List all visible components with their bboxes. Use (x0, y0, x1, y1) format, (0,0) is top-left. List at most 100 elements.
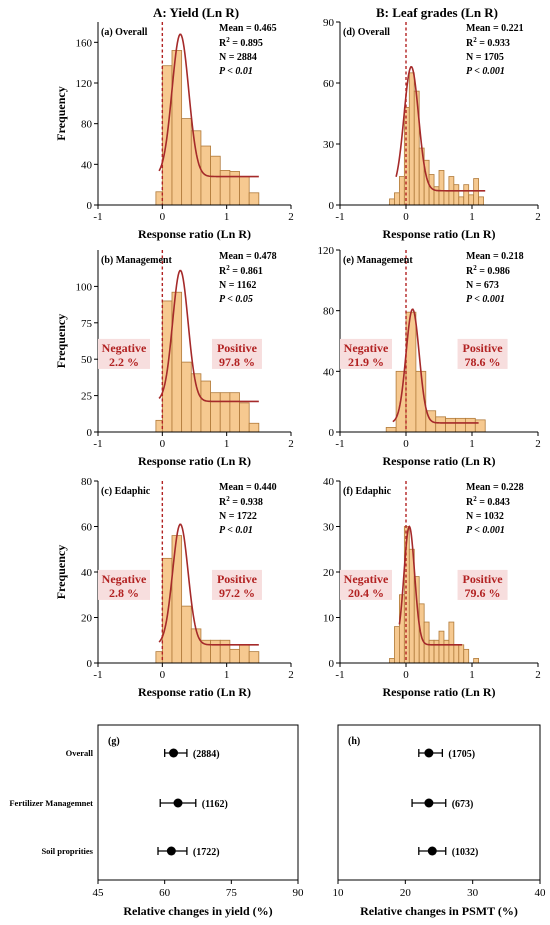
histogram-bar (161, 557, 173, 664)
forest-frame (97, 724, 299, 881)
histogram-bar (219, 639, 231, 664)
column-title-leaf-grades: B: Leaf grades (Ln R) (376, 5, 498, 20)
x-axis-title: Response ratio (Ln R) (383, 454, 496, 468)
y-tick-label: 25 (81, 391, 93, 403)
positive-label-background (211, 569, 262, 600)
y-tick-label: 40 (81, 567, 93, 579)
stat-n: N = 673 (466, 280, 499, 291)
y-tick-label: 20 (81, 613, 93, 625)
histogram-bar (239, 402, 250, 433)
histogram-bar (408, 72, 415, 206)
y-tick-label: 75 (81, 318, 93, 330)
x-axis-title: Response ratio (Ln R) (138, 227, 251, 241)
histogram-bar (229, 392, 240, 433)
negative-label-title: Negative (102, 572, 147, 586)
histogram-bar (389, 198, 395, 206)
x-tick-label: 10 (333, 887, 345, 899)
x-tick-label: 2 (535, 438, 541, 450)
histogram-bar (181, 361, 192, 433)
panel-label: (h) (348, 736, 360, 747)
panel-label: (c) Edaphic (101, 486, 151, 497)
negative-label-title: Negative (344, 341, 389, 355)
stat-n: N = 1705 (466, 52, 504, 63)
histogram-bar (445, 417, 456, 433)
y-tick-label: 80 (81, 119, 93, 131)
histogram-bar (229, 648, 240, 664)
x-tick-label: 2 (535, 669, 541, 681)
histogram-bar (181, 605, 192, 664)
histogram-bar (405, 311, 417, 433)
x-tick-label: 1 (224, 438, 230, 450)
stat-p-value: P < 0.001 (466, 66, 505, 77)
stat-n: N = 1162 (219, 280, 256, 291)
negative-label-background (340, 338, 392, 369)
x-tick-label: 1 (469, 669, 475, 681)
y-tick-label: 80 (323, 306, 335, 318)
histogram-bar (463, 184, 470, 206)
stat-p-value: P < 0.001 (466, 294, 505, 305)
x-tick-label: 75 (226, 887, 238, 899)
fit-curve (158, 33, 259, 178)
positive-label-title: Positive (217, 341, 258, 355)
positive-label-background (457, 569, 508, 600)
y-tick-label: 40 (323, 476, 335, 488)
x-tick-label: -1 (335, 438, 344, 450)
x-axis-title: Response ratio (Ln R) (138, 454, 251, 468)
histogram-bar (181, 118, 192, 206)
y-tick-label: 20 (323, 567, 335, 579)
histogram-bar (435, 416, 447, 433)
histogram-bar (438, 170, 445, 206)
x-tick-label: 2 (288, 211, 294, 223)
histogram-bar (219, 170, 231, 206)
panel-label: (f) Edaphic (343, 486, 392, 497)
x-tick-label: 20 (400, 887, 412, 899)
x-tick-label: -1 (335, 669, 344, 681)
negative-label-title: Negative (344, 572, 389, 586)
histogram-bar (171, 535, 183, 664)
histogram-bar (248, 651, 260, 664)
positive-label-background (457, 338, 508, 369)
stat-p-value: P < 0.01 (219, 525, 253, 536)
stat-mean: Mean = 0.465 (219, 23, 277, 34)
histogram-bar (394, 626, 400, 664)
category-label: Overall (66, 748, 94, 758)
y-tick-label: 60 (323, 78, 335, 90)
negative-label-background (340, 569, 392, 600)
positive-label-title: Positive (463, 341, 504, 355)
sample-size-label: (1722) (193, 847, 220, 858)
histogram-bar (200, 380, 211, 433)
histogram-bar (453, 184, 460, 206)
histogram-bar (394, 192, 400, 206)
histogram-bar (385, 427, 397, 433)
y-tick-label: 120 (318, 245, 335, 257)
y-tick-label: 40 (323, 366, 335, 378)
negative-label-value: 2.8 % (109, 586, 139, 600)
histogram-bar (210, 155, 221, 206)
x-tick-label: 1 (224, 211, 230, 223)
forest-panel-h: (h) (1705) (673) (1032) 10 20 30 40 Relative cha… (333, 724, 546, 918)
fit-curve (398, 525, 463, 646)
histogram-bar (443, 190, 450, 206)
y-tick-label: 90 (323, 17, 335, 29)
stat-mean: Mean = 0.228 (466, 482, 524, 493)
y-axis-title: Frequency (54, 314, 68, 368)
negative-label-value: 21.9 % (348, 355, 384, 369)
y-tick-label: 30 (323, 139, 335, 151)
y-tick-label: 100 (76, 281, 93, 293)
fit-curve (158, 523, 259, 646)
sample-size-label: (1162) (202, 799, 228, 810)
stat-r-squared: R2 = 0.986 (466, 264, 510, 277)
histogram-bar (398, 176, 405, 206)
x-tick-label: 60 (159, 887, 171, 899)
histogram-bar (473, 178, 479, 206)
histogram-bar (190, 628, 202, 664)
histogram-bar (433, 639, 440, 664)
negative-label-value: 2.2 % (109, 355, 139, 369)
y-tick-label: 60 (81, 522, 93, 534)
histogram-bar (443, 639, 450, 664)
stat-r-squared: R2 = 0.938 (219, 495, 263, 508)
x-tick-label: 30 (467, 887, 479, 899)
stat-n: N = 2884 (219, 52, 257, 63)
